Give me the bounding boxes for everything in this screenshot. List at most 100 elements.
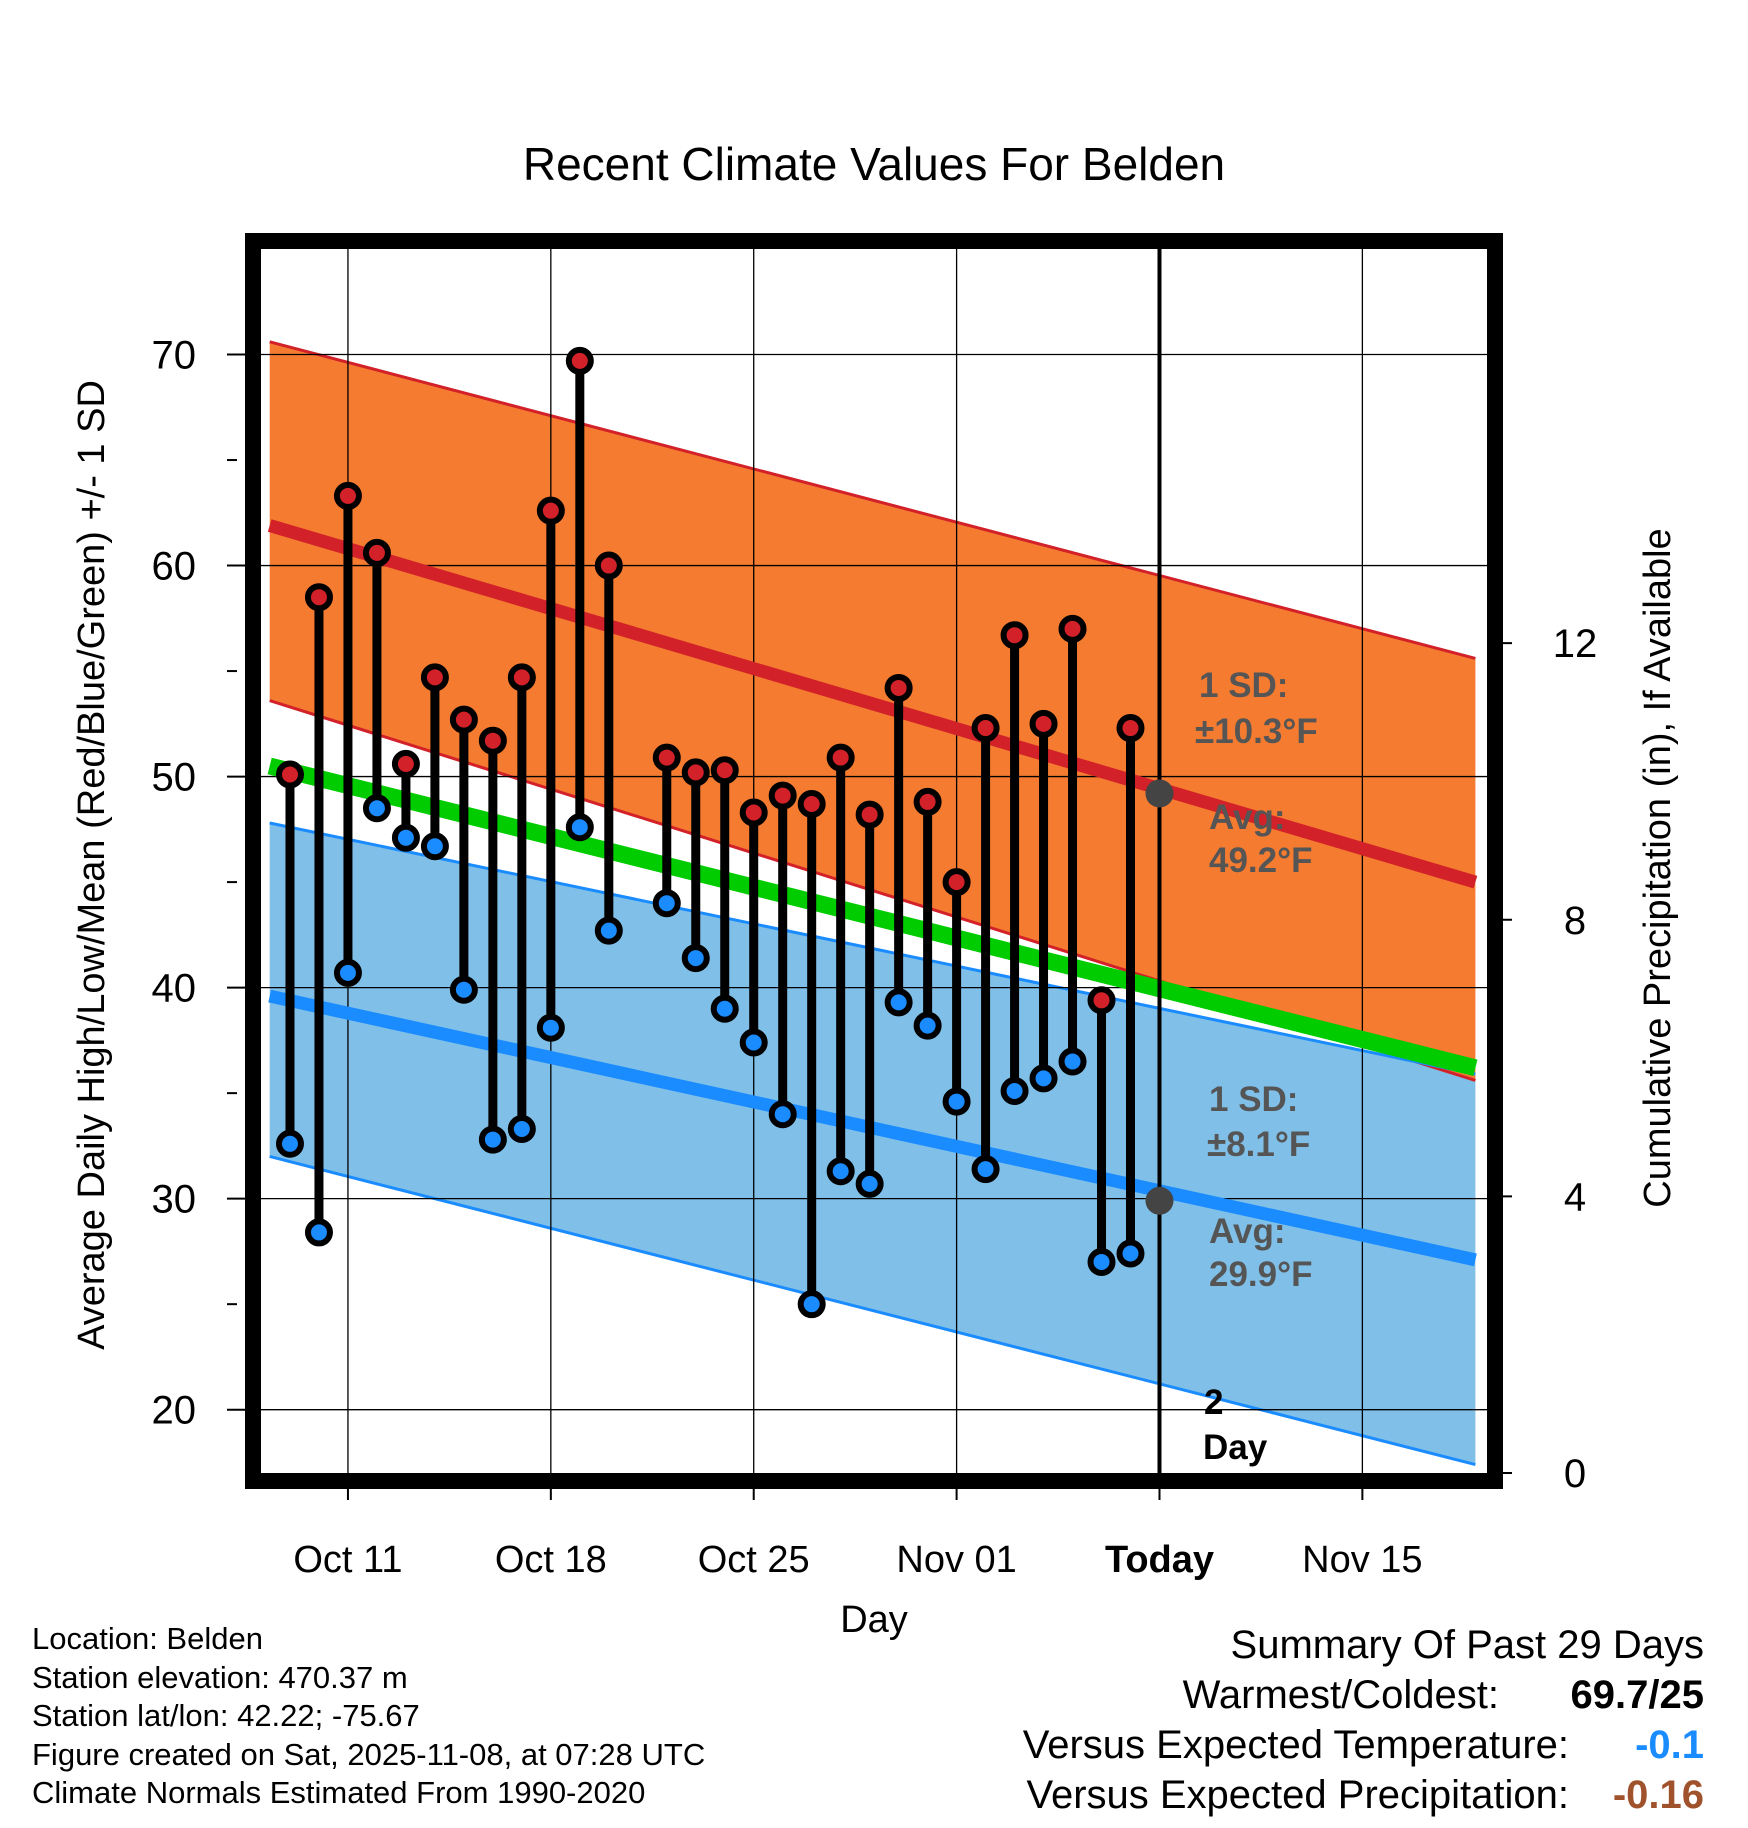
high-sd-value: ±10.3°F [1195,712,1318,751]
y2-tick-label: 4 [1564,1175,1586,1219]
x-tick-label: Oct 11 [293,1539,402,1581]
high-point [768,781,797,810]
low-point [826,1157,855,1186]
high-point [362,538,391,567]
created-text: Figure created on Sat, 2025-11-08, at 07… [32,1736,706,1772]
chart-title: Recent Climate Values For Belden [523,138,1225,190]
low-point [913,1011,942,1040]
low-point [1087,1247,1116,1276]
low-point [1058,1047,1087,1076]
low-sd-label: 1 SD: [1209,1080,1298,1119]
high-point [478,726,507,755]
low-point [652,889,681,918]
high-avg-label: Avg: [1209,798,1285,837]
low-point [855,1169,884,1198]
high-point [884,673,913,702]
high-point [594,551,623,580]
x-tick-label: Oct 25 [698,1539,810,1581]
high-point [913,787,942,816]
today-low-avg-marker [1145,1186,1174,1215]
y-tick-label: 20 [152,1389,197,1433]
y2-tick-label: 8 [1564,899,1586,943]
high-point [855,800,884,829]
low-point [478,1125,507,1154]
high-point [826,743,855,772]
high-point [797,790,826,819]
low-avg-label: Avg: [1209,1212,1285,1251]
day-label: Day [1203,1428,1268,1467]
y-axis-label: Average Daily High/Low/Mean (Red/Blue/Gr… [71,380,113,1350]
high-point [942,868,971,897]
warm-cold-value: 69.7/25 [1570,1673,1704,1717]
low-point [942,1087,971,1116]
low-point [420,832,449,861]
low-point [797,1290,826,1319]
day-annotation: 2 Day [1203,1383,1268,1467]
latlon-text: Station lat/lon: 42.22; -75.67 [32,1698,420,1733]
temp-departure-label: Versus Expected Temperature: [1022,1723,1569,1767]
x-tick-label: Today [1105,1539,1214,1581]
high-point [333,481,362,510]
low-point [304,1218,333,1247]
high-point [739,798,768,827]
low-point [565,813,594,842]
high-point [507,663,536,692]
high-point [565,346,594,375]
y2-tick-label: 12 [1553,622,1598,666]
high-point [971,714,1000,743]
high-avg-value: 49.2°F [1209,841,1313,880]
high-point [1058,614,1087,643]
summary-title: Summary Of Past 29 Days [1230,1623,1704,1667]
low-point [1029,1064,1058,1093]
high-point [304,583,333,612]
y-tick-label: 60 [152,545,197,589]
y-tick-label: 50 [152,756,197,800]
x-tick-label: Oct 18 [495,1539,607,1581]
today-high-avg-marker [1145,779,1174,808]
high-point [710,756,739,785]
annotations: 1 SD: ±10.3°F Avg: 49.2°F 1 SD: ±8.1°F A… [1195,666,1318,1294]
day-count: 2 [1204,1383,1223,1422]
axes: 20 30 40 50 60 70 0 4 8 12 Oct 11 Oct 18 Oct 25 Nov 0… [152,233,1598,1581]
warm-cold-label: Warmest/Coldest: [1182,1673,1499,1717]
station-info: Location: Belden Station elevation: 470.… [32,1620,705,1813]
high-point [275,760,304,789]
temp-departure-value: -0.1 [1635,1723,1704,1767]
x-tick-label: Nov 01 [896,1539,1016,1581]
low-point [391,823,420,852]
y2-axis-label: Cumulative Precipitation (in), If Availa… [1637,528,1679,1207]
low-lower-edge [269,1154,1476,1467]
high-point [391,749,420,778]
high-point [652,743,681,772]
x-axis-label: Day [840,1599,908,1641]
high-sd-label: 1 SD: [1199,666,1288,705]
precip-departure-value: -0.16 [1612,1773,1704,1817]
low-point [971,1155,1000,1184]
high-point [681,758,710,787]
high-point [536,496,565,525]
low-point [710,994,739,1023]
high-sd-band [269,341,1476,1081]
high-normal-line [267,519,1478,889]
low-point [507,1115,536,1144]
low-point [333,958,362,987]
low-point [681,944,710,973]
low-point [449,975,478,1004]
location-text: Location: Belden [32,1621,263,1656]
low-sd-value: ±8.1°F [1207,1125,1310,1164]
y2-tick-label: 0 [1564,1452,1586,1496]
low-point [275,1129,304,1158]
low-point [536,1013,565,1042]
low-point [768,1100,797,1129]
low-point [739,1028,768,1057]
x-tick-label: Nov 15 [1302,1539,1422,1581]
low-point [1116,1239,1145,1268]
low-point [362,794,391,823]
low-point [594,916,623,945]
elevation-text: Station elevation: 470.37 m [32,1659,408,1695]
y-tick-label: 30 [152,1178,197,1222]
plot-frame [245,233,1503,1489]
high-upper-edge [269,340,1476,660]
high-point [1000,621,1029,650]
